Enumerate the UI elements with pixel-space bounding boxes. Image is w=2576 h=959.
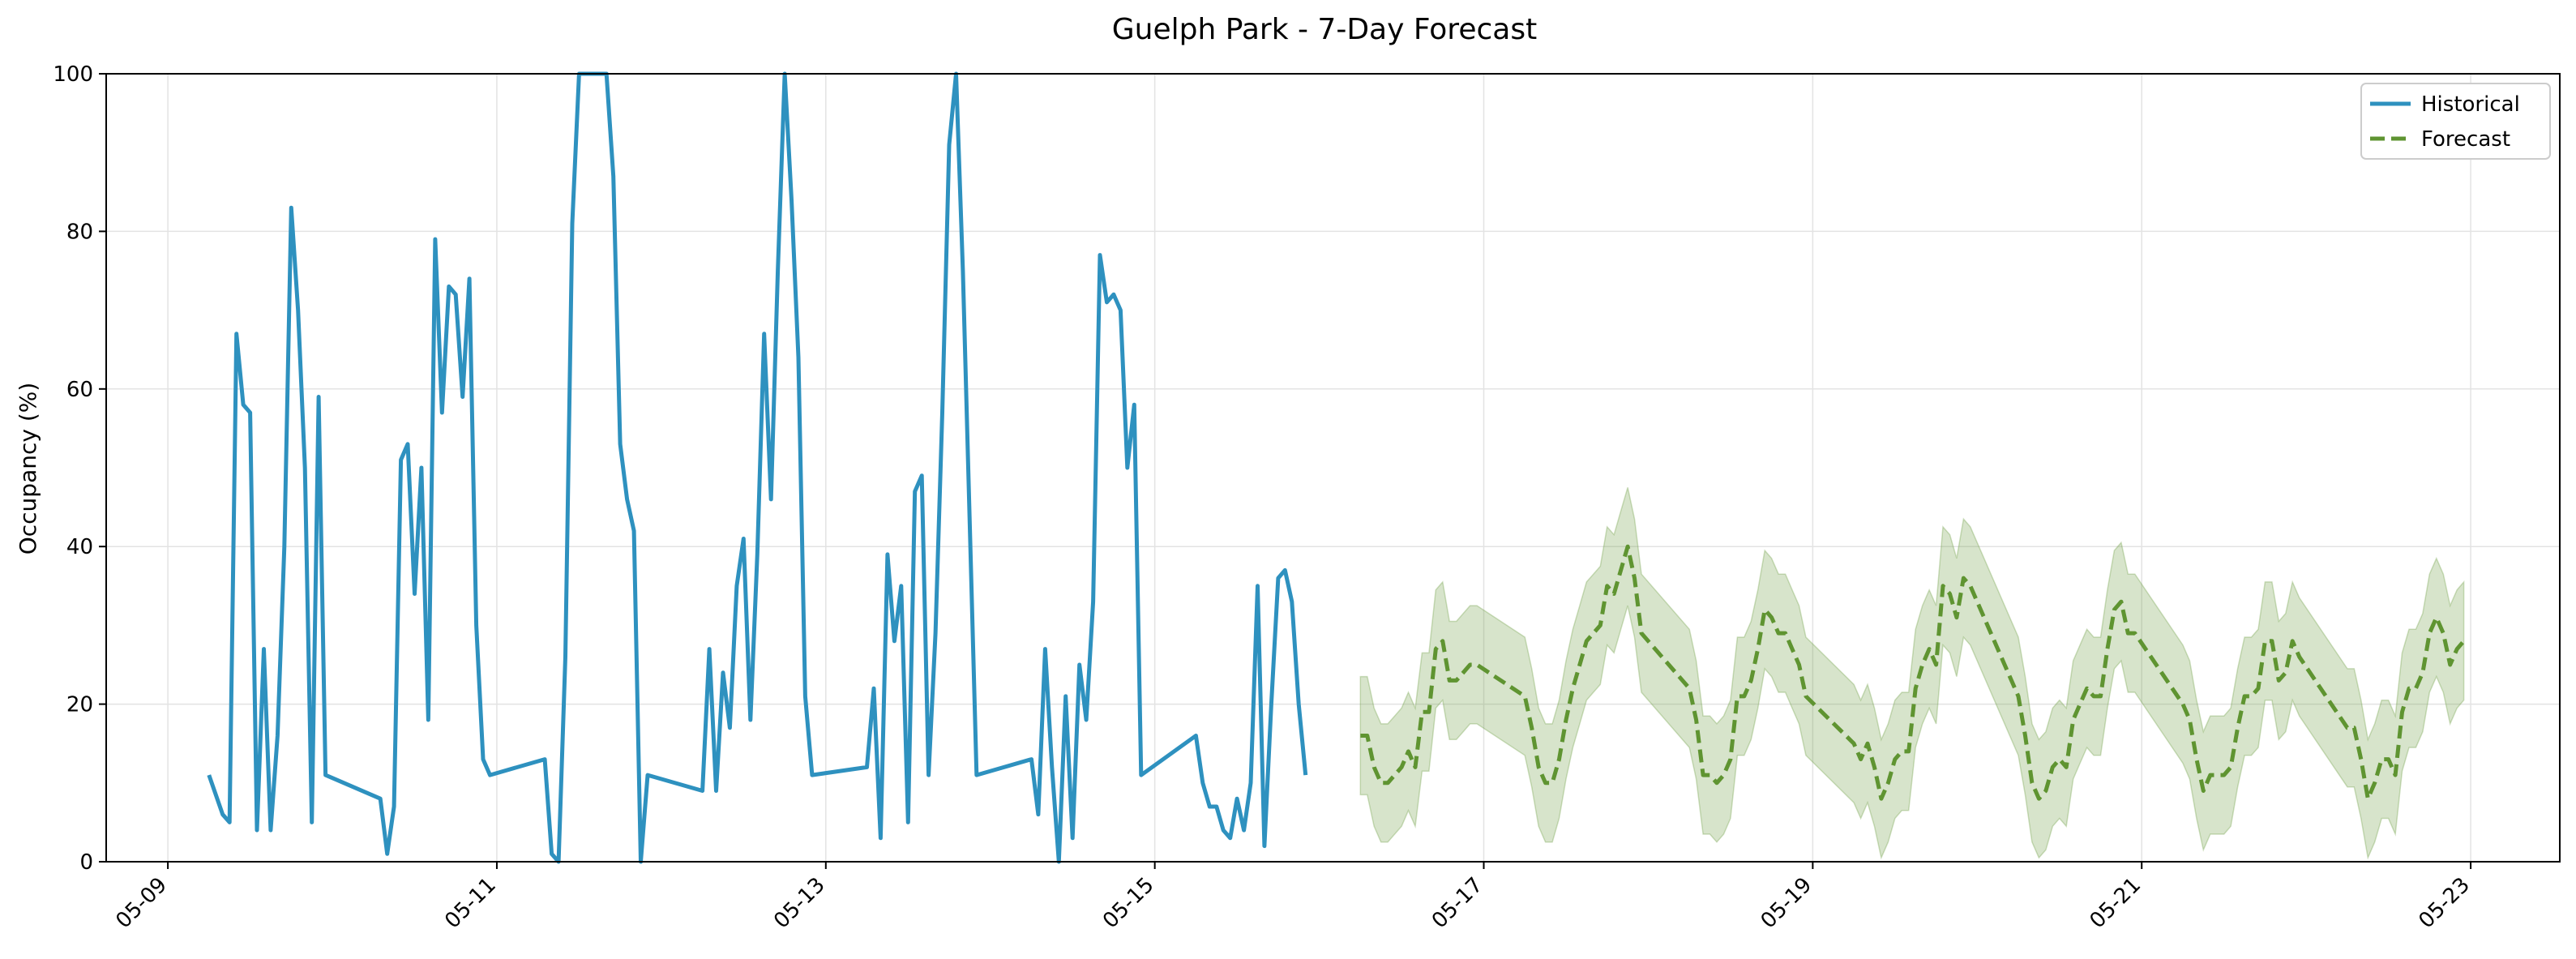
legend: Historical Forecast: [2360, 83, 2551, 160]
x-tick-label: 05-17: [1427, 873, 1488, 934]
y-tick-label: 60: [66, 378, 93, 402]
historical-line: [207, 71, 1308, 864]
plot-frame: [105, 73, 2561, 863]
x-tick-label: 05-09: [111, 873, 172, 934]
series-lines: [207, 71, 2466, 864]
x-tick-label: 05-21: [2086, 873, 2146, 934]
y-tick-label: 80: [66, 220, 93, 244]
x-tick-label: 05-19: [1757, 873, 1817, 934]
x-tick-label: 05-13: [769, 873, 830, 934]
legend-label-historical: Historical: [2421, 92, 2520, 117]
y-axis-title: Occupancy (%): [15, 383, 41, 555]
forecast-confidence-band: [1359, 487, 2465, 860]
legend-label-forecast: Forecast: [2421, 127, 2510, 152]
chart-title: Guelph Park - 7-Day Forecast: [1112, 13, 1537, 46]
y-tick-label: 20: [66, 693, 93, 717]
x-tick-label: 05-15: [1098, 873, 1159, 934]
x-tick-label: 05-23: [2414, 873, 2475, 934]
y-tick-label: 100: [53, 62, 93, 87]
forecast-line: [1360, 544, 2466, 801]
x-tick-label: 05-11: [440, 873, 501, 934]
forecast-band: [1359, 487, 2465, 860]
y-tick-label: 40: [66, 535, 93, 559]
y-tick-label: 0: [79, 850, 93, 875]
